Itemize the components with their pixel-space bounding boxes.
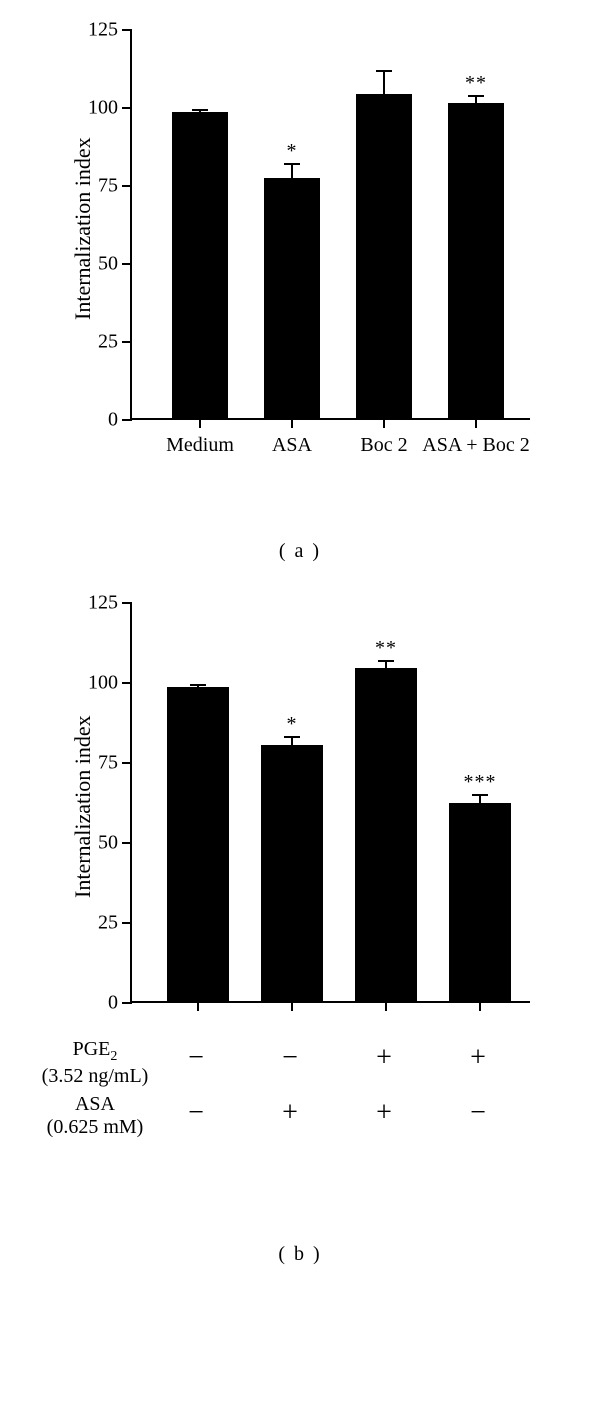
- y-tick: [122, 185, 132, 187]
- y-tick-label: 75: [98, 752, 118, 775]
- y-tick: [122, 341, 132, 343]
- y-tick: [122, 762, 132, 764]
- y-tick: [122, 682, 132, 684]
- error-cap: [472, 794, 488, 796]
- treatment-label: PGE2(3.52 ng/mL): [40, 1038, 150, 1088]
- error-bar: [291, 164, 293, 180]
- y-tick-label: 100: [88, 672, 118, 695]
- y-tick-label: 125: [88, 592, 118, 615]
- bar: [167, 687, 229, 1001]
- bar: [355, 668, 417, 1001]
- treatment-label: ASA(0.625 mM): [40, 1093, 150, 1139]
- treatment-row: PGE2(3.52 ng/mL) − − + +: [40, 1038, 560, 1093]
- error-cap: [378, 660, 394, 662]
- x-tick: [385, 1001, 387, 1011]
- treatment-cell: −: [188, 1099, 204, 1127]
- bar: [448, 103, 504, 418]
- significance-marker: *: [287, 713, 298, 736]
- panel-a-ylabel: Internalization index: [70, 137, 96, 320]
- panel-b-plot: 0255075100125******: [130, 603, 530, 1003]
- y-tick: [122, 29, 132, 31]
- y-tick: [122, 1002, 132, 1004]
- error-cap: [190, 684, 206, 686]
- error-cap: [468, 95, 484, 97]
- treatment-row: ASA(0.625 mM) − + + −: [40, 1093, 560, 1148]
- error-bar: [475, 96, 477, 105]
- error-cap: [284, 736, 300, 738]
- x-tick: [291, 418, 293, 428]
- x-tick: [479, 1001, 481, 1011]
- treatment-cell: +: [376, 1099, 392, 1127]
- x-tick: [199, 418, 201, 428]
- panel-b: Internalization index 0255075100125*****…: [40, 593, 560, 1233]
- treatment-cell: +: [470, 1044, 486, 1072]
- error-bar: [383, 71, 385, 96]
- panel-b-treatments: PGE2(3.52 ng/mL) − − + + ASA(0.625 mM) − + + −: [40, 1038, 560, 1148]
- panel-a-plot: 0255075100125Medium*ASABoc 2**ASA + Boc …: [130, 30, 530, 420]
- y-tick: [122, 107, 132, 109]
- significance-marker: **: [465, 72, 487, 95]
- panel-b-ylabel: Internalization index: [70, 715, 96, 898]
- y-tick: [122, 842, 132, 844]
- y-tick: [122, 419, 132, 421]
- x-tick: [383, 418, 385, 428]
- y-tick-label: 50: [98, 832, 118, 855]
- y-tick-label: 25: [98, 331, 118, 354]
- bar: [261, 745, 323, 1001]
- x-category-label: ASA + Boc 2: [422, 434, 529, 457]
- y-tick: [122, 602, 132, 604]
- x-tick: [197, 1001, 199, 1011]
- error-cap: [284, 163, 300, 165]
- treatment-cell: +: [376, 1044, 392, 1072]
- error-bar: [385, 661, 387, 671]
- panel-a-caption: ( a ): [20, 540, 580, 563]
- treatment-cell: +: [282, 1099, 298, 1127]
- significance-marker: *: [287, 140, 298, 163]
- bar: [264, 178, 320, 418]
- x-category-label: Medium: [166, 434, 234, 457]
- treatment-cell: −: [188, 1044, 204, 1072]
- significance-marker: **: [375, 637, 397, 660]
- x-tick: [291, 1001, 293, 1011]
- x-category-label: Boc 2: [360, 434, 407, 457]
- bar: [172, 112, 228, 418]
- y-tick: [122, 263, 132, 265]
- y-tick-label: 100: [88, 97, 118, 120]
- bar: [356, 94, 412, 418]
- y-tick-label: 0: [108, 409, 118, 432]
- significance-marker: ***: [464, 771, 497, 794]
- y-tick: [122, 922, 132, 924]
- error-bar: [479, 795, 481, 805]
- error-cap: [192, 109, 208, 111]
- y-tick-label: 50: [98, 253, 118, 276]
- y-tick-label: 0: [108, 992, 118, 1015]
- treatment-cell: −: [470, 1099, 486, 1127]
- y-tick-label: 75: [98, 175, 118, 198]
- error-cap: [376, 70, 392, 72]
- x-tick: [475, 418, 477, 428]
- treatment-cell: −: [282, 1044, 298, 1072]
- error-bar: [291, 737, 293, 747]
- panel-a: Internalization index 0255075100125Mediu…: [40, 20, 560, 530]
- panel-b-caption: ( b ): [20, 1243, 580, 1266]
- y-tick-label: 125: [88, 19, 118, 42]
- x-category-label: ASA: [272, 434, 312, 457]
- y-tick-label: 25: [98, 912, 118, 935]
- bar: [449, 803, 511, 1001]
